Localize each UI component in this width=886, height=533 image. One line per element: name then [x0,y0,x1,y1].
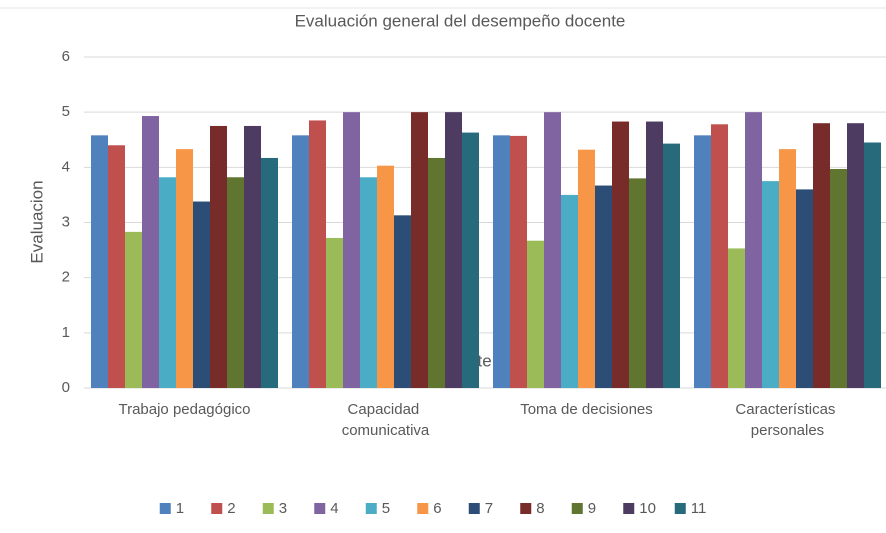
legend-swatch [674,503,686,514]
bar [864,142,881,388]
bar [646,121,663,389]
x-tick-label: Toma de decisiones [520,401,653,418]
bar [527,240,544,388]
bar [796,189,813,388]
bar [445,112,462,389]
legend-swatch [314,503,326,514]
bar [779,149,796,388]
bar [411,112,428,389]
chart-title: Evaluación general del desempeño docente [295,11,626,30]
legend-label: 10 [639,500,656,517]
bar [261,157,278,388]
bar [108,145,125,388]
legend-swatch [159,503,171,514]
legend-label: 9 [588,500,596,517]
bar [629,178,646,388]
bar [694,135,711,388]
bar [360,177,377,388]
legend-swatch [417,503,429,514]
legend-label: 11 [691,500,707,517]
x-tick-label-line: personales [751,422,824,439]
bar [493,135,510,388]
x-tick-label-line: Capacidad [348,401,424,418]
bar [663,143,680,388]
legend-label: 2 [227,500,235,517]
y-axis-label: Evaluacion [27,180,46,263]
y-tick-label: 1 [62,324,70,341]
y-tick-label: 3 [62,213,70,230]
legend-swatch [211,503,223,514]
bar [462,132,479,388]
bar [142,116,159,389]
x-tick-label: Capacidad comunicativa [342,401,430,439]
bar [292,135,309,388]
bar [745,112,762,389]
bar [125,231,142,388]
bar [510,135,527,388]
legend-swatch [468,503,480,514]
x-tick-label: Trabajo pedagógico [118,401,250,418]
y-tick-label: 2 [62,269,70,286]
legend-label: 7 [485,500,493,517]
bar [227,177,244,388]
y-tick-label: 5 [62,103,70,120]
bar [595,185,612,388]
legend-swatch [365,503,377,514]
legend-label: 8 [536,500,544,517]
bar [728,248,745,388]
legend-label: 5 [382,500,390,517]
bar [91,135,108,388]
bar [813,123,830,388]
bar [394,215,411,388]
legend-swatch [623,503,635,514]
bar [326,237,343,388]
bar [210,125,227,388]
y-tick-label: 4 [62,158,70,175]
y-tick-label: 6 [62,48,70,65]
bar [762,181,779,388]
legend-swatch [520,503,532,514]
legend-label: 1 [176,500,184,517]
bar [544,112,561,389]
y-tick-label: 0 [62,379,70,396]
bar [176,149,193,388]
legend-swatch [571,503,583,514]
bar [377,165,394,388]
bar [343,112,360,389]
bar [561,194,578,388]
x-tick-label-line: comunicativa [342,422,430,439]
bar [244,125,261,388]
bar [309,120,326,389]
bar [830,168,847,388]
bar [847,123,864,388]
legend-label: 6 [433,500,441,517]
x-tick-label-line: Características [735,401,839,418]
bar [159,177,176,388]
bar [612,121,629,389]
legend-label: 3 [279,500,287,517]
bar [428,157,445,388]
legend-swatch [262,503,274,514]
bar [193,201,210,388]
legend-label: 4 [330,500,338,517]
x-tick-label: Características personales [735,401,839,439]
bar [711,124,728,388]
bar [578,149,595,388]
